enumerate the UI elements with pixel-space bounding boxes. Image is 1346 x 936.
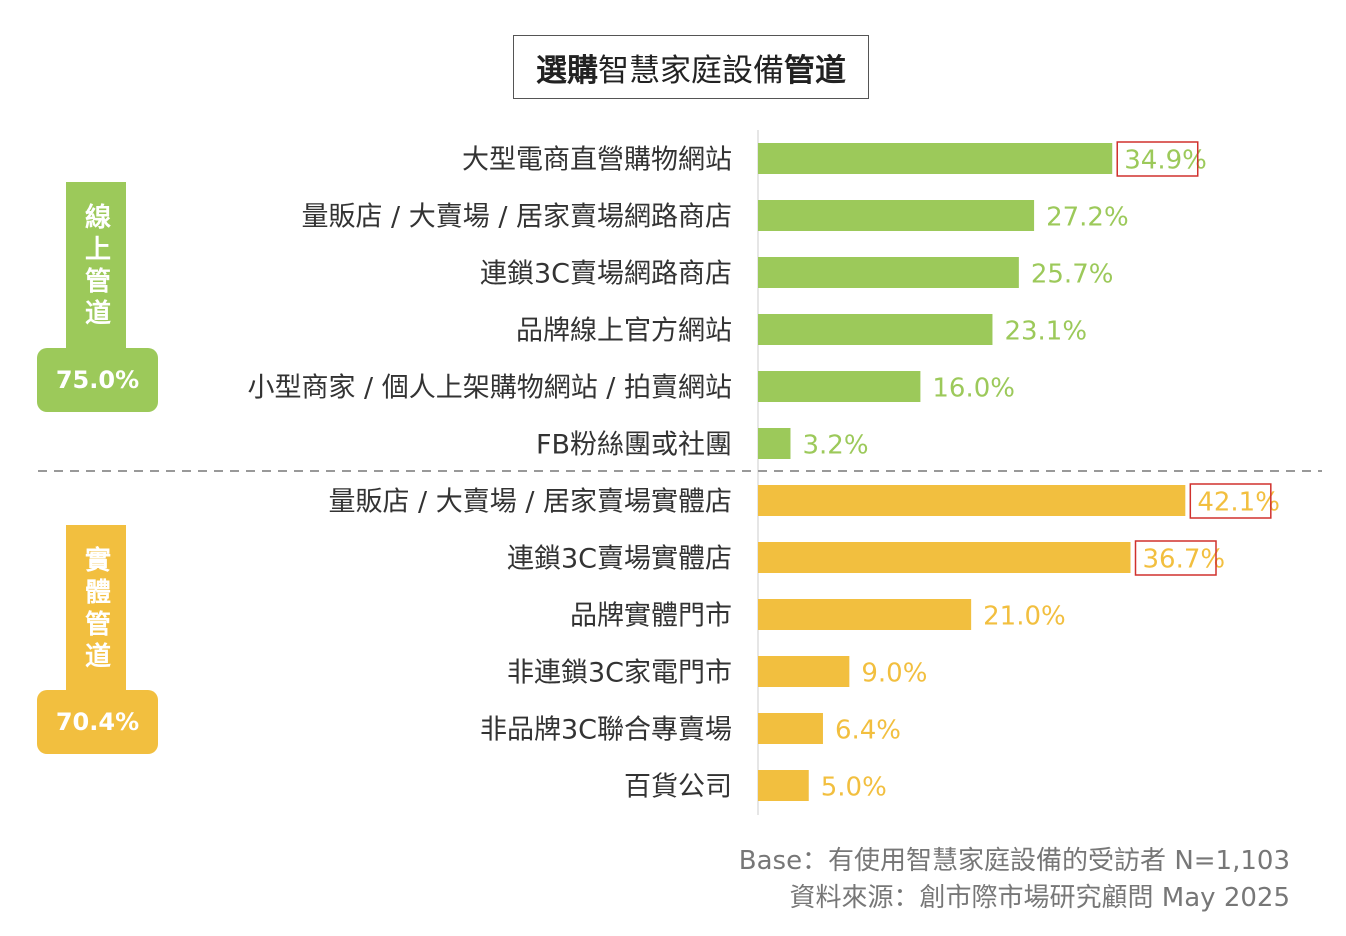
title-bold-part-2: 管道 [784,52,846,89]
highlight-box [1116,141,1199,177]
data-label: 9.0% [861,659,927,689]
bar [758,656,850,687]
bar [758,143,1113,174]
bar [758,314,993,345]
category-label: 小型商家 / 個人上架購物網站 / 拍賣網站 [247,373,732,404]
bar [758,770,809,801]
category-label: 非品牌3C聯合專賣場 [480,715,732,746]
online-group-total: 75.0% [37,348,158,412]
category-label: 百貨公司 [624,772,732,803]
category-label: 量販店 / 大賣場 / 居家賣場實體店 [328,487,732,518]
bar [758,428,791,459]
data-label: 3.2% [802,431,868,461]
bar [758,257,1019,288]
category-label: FB粉絲團或社團 [536,430,732,461]
highlight-box [1134,540,1217,576]
offline-group-total: 70.4% [37,690,158,754]
chart-title: 選購 智慧家庭設備 管道 [513,35,869,99]
category-label: 連鎖3C賣場網路商店 [480,259,732,290]
bar [758,599,972,630]
category-label: 非連鎖3C家電門市 [507,658,732,689]
bar [758,542,1131,573]
data-label: 5.0% [821,773,887,803]
bar [758,371,921,402]
offline-group-label: 實體管道 [66,525,126,695]
data-label: 42.1% [1197,488,1280,518]
data-label: 36.7% [1143,545,1226,575]
data-label: 23.1% [1004,317,1087,347]
highlight-box [1189,483,1272,519]
bar [758,200,1035,231]
category-label: 連鎖3C賣場實體店 [507,544,732,575]
online-group-label: 線上管道 [66,182,126,352]
data-label: 16.0% [932,374,1015,404]
data-label: 6.4% [835,716,901,746]
category-label: 品牌實體門市 [570,601,732,632]
title-bold-part-1: 選購 [536,52,598,89]
data-label: 25.7% [1031,260,1114,290]
bar [758,485,1186,516]
category-label: 品牌線上官方網站 [516,316,732,347]
category-label: 大型電商直營購物網站 [462,145,732,176]
data-label: 27.2% [1046,203,1129,233]
bar [758,713,823,744]
footnote-base: Base：有使用智慧家庭設備的受訪者 N=1,103 [738,846,1290,876]
data-label: 34.9% [1124,146,1207,176]
category-label: 量販店 / 大賣場 / 居家賣場網路商店 [301,202,732,233]
footnote-source: 資料來源：創市際市場研究顧問 May 2025 [789,883,1290,913]
title-normal-part: 智慧家庭設備 [598,52,784,89]
data-label: 21.0% [983,602,1066,632]
